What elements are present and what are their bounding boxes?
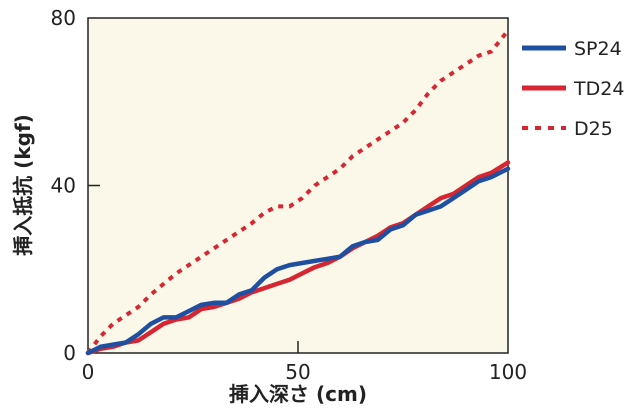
y-axis-title: 挿入抵抗 (kgf) — [11, 114, 35, 256]
legend-label-td24: TD24 — [573, 78, 624, 100]
legend-label-d25: D25 — [574, 118, 613, 140]
legend-label-sp24: SP24 — [574, 38, 622, 60]
y-tick-label: 80 — [51, 6, 76, 30]
x-tick-label: 50 — [285, 360, 310, 384]
series-line-sp24 — [85, 166, 511, 356]
x-tick-label: 0 — [82, 360, 95, 384]
plot-area — [87, 17, 509, 354]
x-tick-label: 100 — [489, 360, 527, 384]
series-line-d25 — [86, 29, 510, 355]
y-tick-label: 40 — [51, 174, 76, 198]
y-tick-label: 0 — [63, 341, 76, 365]
series-line-td24 — [85, 160, 511, 356]
x-axis-title: 挿入深さ (cm) — [229, 382, 367, 406]
